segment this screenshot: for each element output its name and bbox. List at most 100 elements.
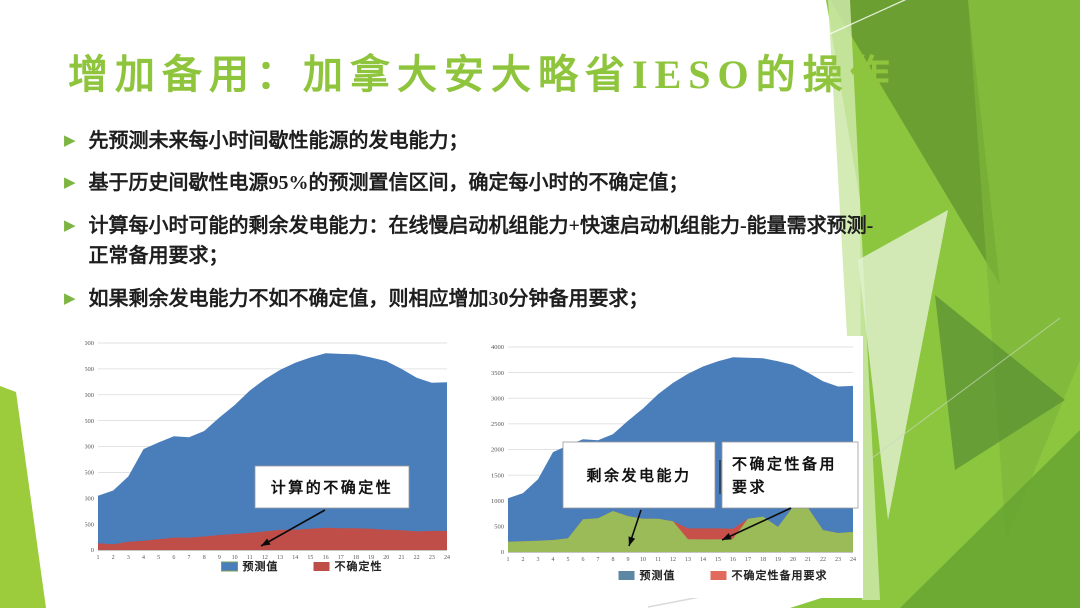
legend-label: 不确定性备用要求: [732, 568, 828, 582]
svg-text:1000: 1000: [85, 495, 94, 502]
svg-text:10: 10: [232, 555, 238, 561]
annotation-text: 计算的不确定性: [271, 479, 394, 497]
svg-text:11: 11: [655, 557, 661, 563]
svg-text:17: 17: [338, 555, 344, 561]
svg-text:18: 18: [353, 555, 359, 561]
svg-text:1: 1: [97, 555, 100, 561]
svg-text:6: 6: [172, 555, 175, 561]
svg-text:18: 18: [760, 557, 766, 563]
svg-text:7: 7: [597, 557, 600, 563]
slide-title: 增加备用：加拿大安大略省IESO的操作: [68, 52, 897, 97]
arrowhead-icon: [628, 536, 636, 546]
svg-text:21: 21: [805, 557, 811, 563]
bullet-text: 如果剩余发电能力不如不确定值，则相应增加30分钟备用要求；: [88, 287, 649, 310]
bullet-arrow-icon: ▶: [64, 290, 76, 307]
svg-text:23: 23: [835, 557, 841, 563]
svg-text:10: 10: [640, 557, 646, 563]
svg-text:3: 3: [127, 555, 130, 561]
svg-text:23: 23: [429, 555, 435, 561]
svg-text:8: 8: [612, 557, 615, 563]
bullet-text: 先预测未来每小时间歇性能源的发电能力；: [88, 130, 469, 152]
svg-text:500: 500: [494, 524, 504, 531]
svg-text:9: 9: [218, 555, 221, 561]
legend-swatch: [710, 571, 727, 580]
bullet-item-2: ▶ 基于历史间歇性电源95%的预测置信区间，确定每小时的不确定值；: [64, 168, 888, 198]
bullet-text: 计算每小时可能的剩余发电能力：在线慢启动机组能力+快速启动机组能力-能量需求预测…: [88, 214, 874, 268]
legend-label: 预测值: [243, 559, 279, 573]
svg-text:1: 1: [507, 557, 510, 563]
svg-text:24: 24: [444, 555, 450, 561]
svg-text:14: 14: [292, 555, 298, 561]
svg-text:16: 16: [730, 557, 736, 563]
annotation-arrow: [260, 509, 326, 547]
svg-text:12: 12: [262, 555, 268, 561]
bullet-arrow-icon: ▶: [64, 133, 76, 149]
svg-text:14: 14: [700, 557, 706, 563]
svg-text:4: 4: [552, 557, 555, 563]
svg-text:0: 0: [91, 547, 94, 554]
chart-surplus-reserve: 0 500 1000 1500 2000 2500 3000 3500 4000 1 2 3 4 5 6 7 8…: [479, 336, 863, 598]
svg-text:7: 7: [188, 555, 191, 561]
bullet-item-3: ▶ 计算每小时可能的剩余发电能力：在线慢启动机组能力+快速启动机组能力-能量需求…: [64, 211, 888, 272]
forecast-vs-uncertainty-svg: 0500100015002000250030003500400012345678…: [81, 340, 450, 573]
svg-text:5: 5: [567, 557, 570, 563]
chart-forecast-uncertainty: 0500100015002000250030003500400012345678…: [81, 336, 461, 586]
legend-swatch: [313, 562, 330, 571]
svg-text:19: 19: [775, 557, 781, 563]
svg-text:13: 13: [685, 557, 691, 563]
decor-mid-band: [968, 0, 1080, 540]
arrowhead-icon: [722, 533, 732, 540]
bullet-arrow-icon: ▶: [64, 175, 76, 192]
decor-dark-wedge: [935, 295, 1065, 470]
svg-text:2000: 2000: [85, 444, 94, 451]
svg-text:3500: 3500: [491, 370, 504, 377]
bullet-list: ▶ 先预测未来每小时间歇性能源的发电能力； ▶ 基于历史间歇性电源95%的预测置…: [64, 126, 888, 326]
svg-text:1500: 1500: [491, 472, 504, 479]
annotation-text: 要求: [732, 478, 767, 496]
svg-text:500: 500: [85, 521, 94, 528]
svg-text:20: 20: [383, 555, 389, 561]
svg-text:1500: 1500: [85, 470, 94, 477]
svg-text:13: 13: [277, 555, 283, 561]
bullet-arrow-icon: ▶: [64, 217, 76, 234]
svg-text:24: 24: [850, 557, 856, 563]
annotation-text: 不确定性备用: [732, 455, 837, 473]
svg-text:4000: 4000: [491, 344, 504, 351]
annotation-text: 剩余发电能力: [586, 467, 691, 485]
decor-bottom-triangle: [900, 430, 1080, 608]
svg-text:4000: 4000: [85, 340, 94, 347]
area-series-0: [98, 353, 447, 550]
annotation-arrow: [721, 507, 792, 541]
svg-text:5: 5: [157, 555, 160, 561]
svg-text:2000: 2000: [491, 447, 504, 454]
svg-text:11: 11: [247, 555, 253, 561]
svg-text:3: 3: [537, 557, 540, 563]
legend-swatch: [618, 571, 635, 580]
svg-text:1000: 1000: [491, 498, 504, 505]
svg-text:15: 15: [715, 557, 721, 563]
bullet-item-4: ▶ 如果剩余发电能力不如不确定值，则相应增加30分钟备用要求；: [64, 284, 888, 314]
bullet-item-1: ▶ 先预测未来每小时间歇性能源的发电能力；: [64, 126, 888, 156]
svg-text:15: 15: [307, 555, 313, 561]
arrowhead-icon: [261, 538, 271, 546]
svg-text:3500: 3500: [85, 366, 94, 373]
legend-swatch: [221, 561, 238, 572]
svg-text:9: 9: [627, 557, 630, 563]
svg-text:2: 2: [112, 555, 115, 561]
svg-text:4: 4: [142, 555, 145, 561]
svg-text:21: 21: [398, 555, 404, 561]
svg-text:12: 12: [670, 557, 676, 563]
annotation-box: [721, 441, 859, 509]
svg-text:20: 20: [790, 557, 796, 563]
svg-text:2500: 2500: [491, 421, 504, 428]
decor-line-top: [811, 0, 907, 43]
bullet-text: 基于历史间歇性电源95%的预测置信区间，确定每小时的不确定值；: [88, 172, 689, 195]
svg-text:22: 22: [414, 555, 420, 561]
svg-text:2: 2: [522, 557, 525, 563]
svg-text:0: 0: [501, 549, 504, 556]
svg-text:3000: 3000: [491, 395, 504, 402]
svg-text:2500: 2500: [85, 418, 94, 425]
annotation-box: [562, 441, 716, 509]
svg-text:16: 16: [323, 555, 329, 561]
